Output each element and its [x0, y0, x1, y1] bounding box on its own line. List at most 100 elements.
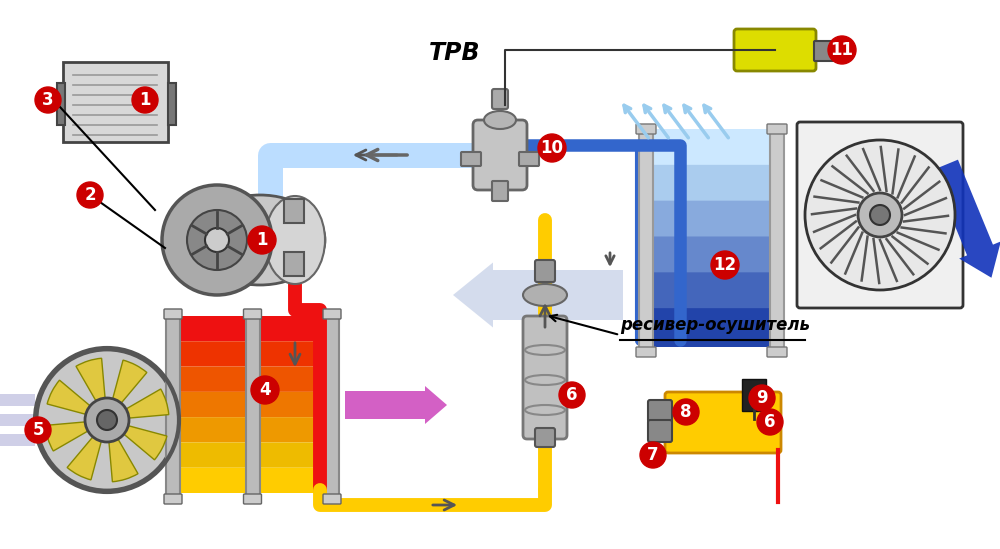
Circle shape	[640, 442, 666, 468]
FancyBboxPatch shape	[648, 400, 672, 422]
Ellipse shape	[195, 195, 325, 285]
Circle shape	[25, 417, 51, 443]
FancyBboxPatch shape	[770, 125, 784, 350]
FancyBboxPatch shape	[323, 494, 341, 504]
Circle shape	[251, 376, 279, 404]
FancyBboxPatch shape	[742, 379, 766, 411]
FancyBboxPatch shape	[636, 347, 656, 357]
FancyBboxPatch shape	[644, 308, 779, 347]
FancyBboxPatch shape	[284, 252, 304, 276]
Text: ресивер-осушитель: ресивер-осушитель	[620, 316, 810, 334]
Circle shape	[162, 185, 272, 295]
FancyBboxPatch shape	[168, 83, 176, 125]
FancyArrow shape	[453, 262, 623, 328]
FancyBboxPatch shape	[244, 494, 262, 504]
Ellipse shape	[484, 111, 516, 129]
FancyBboxPatch shape	[323, 309, 341, 319]
Circle shape	[248, 226, 276, 254]
FancyBboxPatch shape	[172, 341, 333, 367]
FancyBboxPatch shape	[172, 468, 333, 493]
FancyBboxPatch shape	[325, 310, 339, 497]
Circle shape	[858, 193, 902, 237]
FancyBboxPatch shape	[639, 125, 653, 350]
FancyBboxPatch shape	[492, 181, 508, 201]
Text: 12: 12	[713, 256, 737, 274]
Text: 9: 9	[756, 389, 768, 407]
FancyArrow shape	[932, 160, 1000, 278]
FancyBboxPatch shape	[172, 392, 333, 417]
Circle shape	[205, 228, 229, 252]
FancyBboxPatch shape	[644, 272, 779, 311]
FancyBboxPatch shape	[636, 124, 656, 134]
FancyArrow shape	[0, 391, 35, 409]
FancyBboxPatch shape	[63, 62, 168, 142]
Circle shape	[805, 140, 955, 290]
FancyBboxPatch shape	[665, 392, 781, 453]
Wedge shape	[107, 420, 138, 482]
FancyBboxPatch shape	[246, 310, 260, 497]
FancyBboxPatch shape	[535, 260, 555, 282]
Text: 5: 5	[32, 421, 44, 439]
FancyBboxPatch shape	[814, 41, 834, 61]
FancyBboxPatch shape	[519, 152, 539, 166]
FancyBboxPatch shape	[492, 89, 508, 109]
FancyBboxPatch shape	[767, 347, 787, 357]
FancyBboxPatch shape	[473, 120, 527, 190]
Circle shape	[77, 182, 103, 208]
FancyArrow shape	[345, 386, 447, 424]
FancyBboxPatch shape	[644, 165, 779, 204]
FancyBboxPatch shape	[172, 316, 333, 341]
Text: 10: 10	[540, 139, 564, 157]
Circle shape	[187, 210, 247, 270]
Text: 3: 3	[42, 91, 54, 109]
Circle shape	[132, 87, 158, 113]
Circle shape	[828, 36, 856, 64]
FancyBboxPatch shape	[767, 124, 787, 134]
FancyBboxPatch shape	[644, 129, 779, 168]
FancyBboxPatch shape	[523, 316, 567, 439]
FancyBboxPatch shape	[644, 201, 779, 239]
Circle shape	[559, 382, 585, 408]
Wedge shape	[107, 360, 147, 420]
Circle shape	[749, 385, 775, 411]
Ellipse shape	[265, 196, 325, 284]
Circle shape	[538, 134, 566, 162]
Circle shape	[757, 409, 783, 435]
Text: 1: 1	[256, 231, 268, 249]
FancyBboxPatch shape	[644, 237, 779, 276]
Text: 8: 8	[680, 403, 692, 421]
Text: 6: 6	[566, 386, 578, 404]
Text: ТРВ: ТРВ	[428, 41, 480, 65]
Text: 6: 6	[764, 413, 776, 431]
FancyArrow shape	[0, 431, 35, 449]
Text: 7: 7	[647, 446, 659, 464]
FancyBboxPatch shape	[461, 152, 481, 166]
FancyBboxPatch shape	[57, 83, 65, 125]
Wedge shape	[76, 358, 107, 420]
Text: 2: 2	[84, 186, 96, 204]
FancyBboxPatch shape	[535, 428, 555, 447]
Circle shape	[97, 410, 117, 430]
FancyBboxPatch shape	[172, 417, 333, 442]
Circle shape	[673, 399, 699, 425]
Ellipse shape	[523, 284, 567, 306]
Text: 1: 1	[139, 91, 151, 109]
FancyBboxPatch shape	[166, 310, 180, 497]
Circle shape	[37, 350, 177, 490]
FancyArrow shape	[0, 411, 35, 429]
FancyBboxPatch shape	[172, 367, 333, 392]
Circle shape	[711, 251, 739, 279]
FancyBboxPatch shape	[797, 122, 963, 308]
Wedge shape	[47, 380, 107, 420]
Circle shape	[870, 205, 890, 225]
FancyBboxPatch shape	[164, 309, 182, 319]
Text: 11: 11	[830, 41, 854, 59]
FancyBboxPatch shape	[244, 309, 262, 319]
FancyBboxPatch shape	[284, 199, 304, 223]
FancyBboxPatch shape	[172, 442, 333, 468]
Wedge shape	[107, 389, 169, 420]
FancyBboxPatch shape	[734, 29, 816, 71]
FancyBboxPatch shape	[648, 420, 672, 442]
Circle shape	[35, 87, 61, 113]
Wedge shape	[107, 420, 167, 460]
